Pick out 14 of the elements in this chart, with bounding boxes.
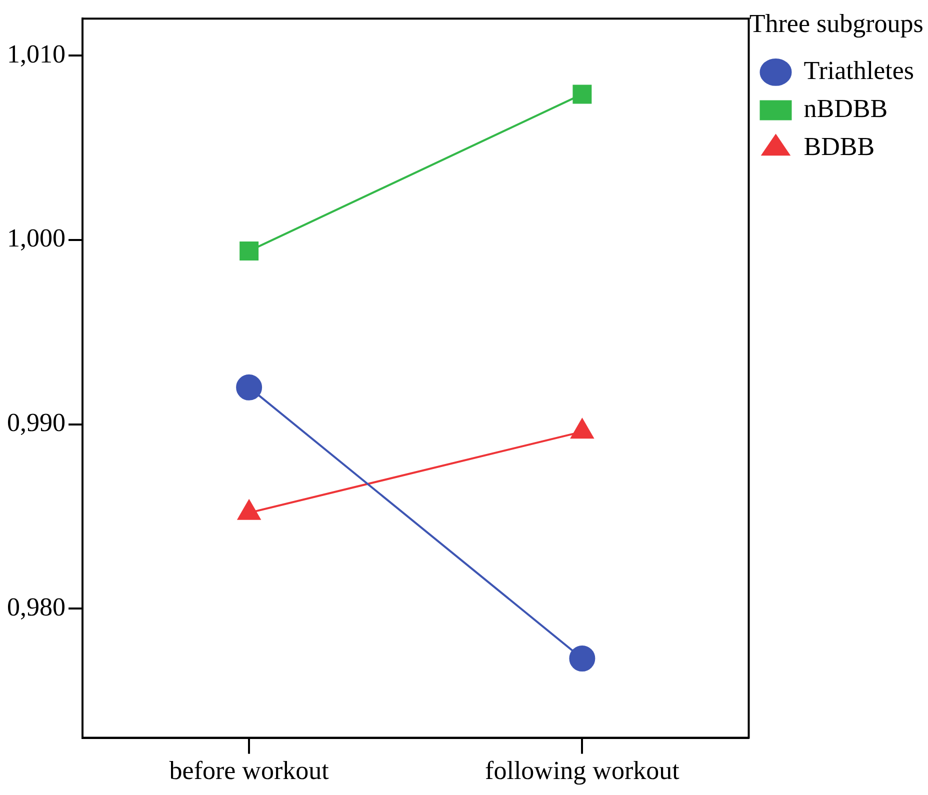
legend-title: Three subgroups	[749, 8, 924, 38]
y-tick-label: 0,990	[7, 408, 66, 438]
x-tick-label: following workout	[485, 756, 680, 786]
x-tick-label: before workout	[169, 756, 330, 786]
point	[569, 646, 596, 672]
point	[572, 84, 592, 104]
y-tick-label: 1,010	[7, 39, 66, 68]
point	[240, 241, 259, 260]
legend-label: nBDBB	[804, 94, 888, 124]
y-tick-label: 1,000	[7, 224, 66, 253]
legend-label: BDBB	[804, 132, 875, 162]
y-tick-label: 0,980	[7, 592, 66, 622]
legend-label: Triathletes	[804, 56, 914, 86]
point	[236, 374, 262, 400]
